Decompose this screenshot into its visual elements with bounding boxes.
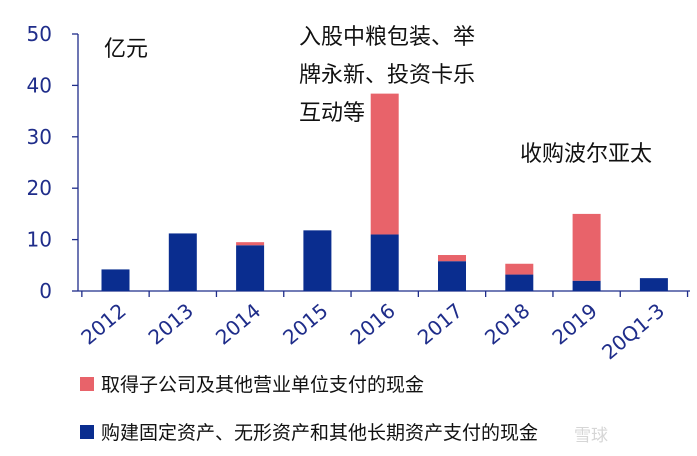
watermark: 雪球 bbox=[574, 426, 608, 446]
unit-label: 亿元 bbox=[104, 37, 148, 62]
legend-label: 购建固定资产、无形资产和其他长期资产支付的现金 bbox=[101, 422, 538, 444]
bar-acquisition-2018 bbox=[505, 263, 534, 275]
bar-capex-2017 bbox=[438, 261, 466, 291]
x-tick-label: 2018 bbox=[480, 298, 534, 349]
x-tick-label: 2014 bbox=[211, 298, 265, 349]
bar-capex-20Q1-3 bbox=[639, 278, 668, 291]
legend-swatch bbox=[80, 377, 94, 391]
bar-capex-2013 bbox=[168, 233, 197, 291]
x-tick-label: 2016 bbox=[345, 298, 399, 349]
annotation-text: 互动等 bbox=[299, 101, 365, 126]
x-tick-label: 2019 bbox=[547, 298, 601, 349]
y-tick-label: 0 bbox=[39, 279, 52, 303]
bar-acquisition-2014 bbox=[236, 242, 265, 246]
bar-capex-2019 bbox=[572, 280, 601, 291]
bar-capex-2012 bbox=[101, 269, 130, 291]
annotation-text: 入股中粮包装、举 bbox=[299, 25, 475, 50]
y-tick-label: 40 bbox=[27, 73, 52, 97]
x-tick-label: 2017 bbox=[413, 298, 467, 349]
bar-acquisition-2016 bbox=[370, 93, 399, 235]
bar-capex-2016 bbox=[370, 234, 399, 291]
bar-capex-2014 bbox=[236, 245, 265, 291]
bar-capex-2018 bbox=[505, 274, 534, 291]
y-tick-label: 20 bbox=[27, 176, 52, 200]
y-tick-label: 50 bbox=[27, 22, 52, 46]
x-tick-label: 20Q1-3 bbox=[597, 298, 669, 364]
y-tick-label: 30 bbox=[27, 125, 52, 149]
x-tick-label: 2013 bbox=[144, 298, 198, 349]
x-tick-label: 2012 bbox=[76, 298, 130, 349]
bar-capex-2015 bbox=[303, 230, 332, 291]
bar-acquisition-2017 bbox=[438, 255, 466, 262]
bar-acquisition-2019 bbox=[572, 213, 601, 281]
legend-label: 取得子公司及其他营业单位支付的现金 bbox=[101, 374, 424, 396]
annotation-text: 牌永新、投资卡乐 bbox=[299, 63, 475, 88]
y-tick-label: 10 bbox=[27, 228, 52, 252]
legend-swatch bbox=[80, 425, 94, 439]
x-tick-label: 2015 bbox=[278, 298, 332, 349]
annotation-text: 收购波尔亚太 bbox=[520, 142, 652, 167]
